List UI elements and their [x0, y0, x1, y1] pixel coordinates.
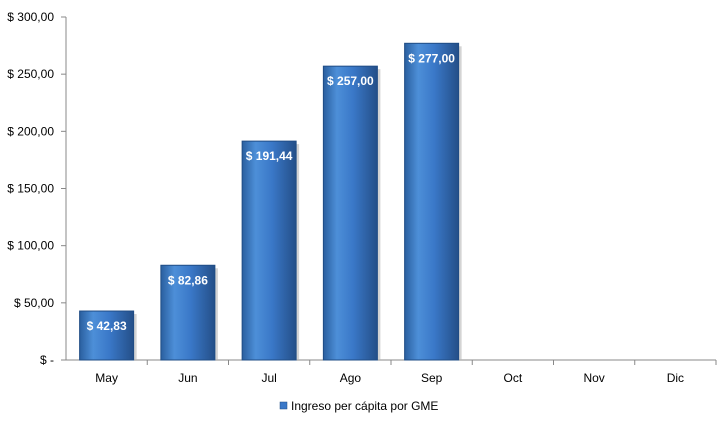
data-label: $ 257,00 [327, 74, 374, 88]
x-tick-label: Jun [178, 371, 197, 385]
y-tick-label: $ 100,00 [7, 239, 54, 253]
y-tick-label: $ 250,00 [7, 67, 54, 81]
x-tick-label: May [95, 371, 118, 385]
data-label: $ 277,00 [408, 51, 455, 65]
y-tick-label: $ 300,00 [7, 10, 54, 24]
data-label: $ 82,86 [168, 273, 208, 287]
x-tick-label: Nov [583, 371, 604, 385]
chart-axes: $ - $ 50,00 $ 100,00 $ 150,00 $ 200,00 $ 250,… [7, 10, 717, 385]
bar-ago [322, 65, 378, 361]
bar-may [79, 310, 135, 361]
bar-jun [160, 264, 216, 361]
x-tick-label: Jul [261, 371, 276, 385]
bar-sep [404, 42, 460, 361]
x-tick-label: Oct [504, 371, 523, 385]
chart-legend: Ingreso per cápita por GME [279, 399, 438, 413]
data-label: $ 191,44 [246, 149, 293, 163]
y-tick-label: $ 200,00 [7, 124, 54, 138]
bar-jul [241, 140, 297, 361]
legend-label: Ingreso per cápita por GME [291, 399, 438, 413]
y-tick-label: $ 50,00 [14, 296, 54, 310]
x-tick-label: Dic [667, 371, 684, 385]
legend-swatch [279, 401, 288, 410]
x-tick-label: Sep [421, 371, 443, 385]
y-tick-label: $ 150,00 [7, 182, 54, 196]
chart-bars: $ 42,83 $ 82,86 $ 191,44 $ 257,00 $ 277,00 [79, 42, 462, 361]
data-label: $ 42,83 [87, 319, 127, 333]
x-tick-label: Ago [340, 371, 362, 385]
y-tick-label: $ - [40, 353, 54, 367]
